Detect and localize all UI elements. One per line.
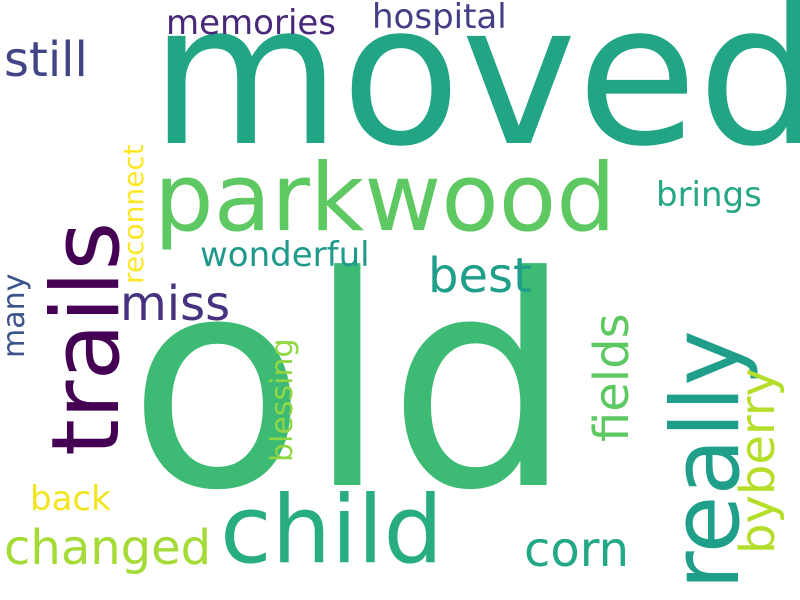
word-brings: brings	[656, 175, 762, 215]
word-best: best	[428, 248, 532, 304]
word-memories: memories	[166, 3, 337, 43]
word-many: many	[0, 273, 32, 358]
word-parkwood: parkwood	[154, 144, 616, 253]
word-changed: changed	[4, 520, 212, 576]
word-hospital: hospital	[372, 0, 507, 37]
word-corn: corn	[524, 522, 630, 578]
word-moved: moved	[150, 0, 800, 190]
word-reconnect: reconnect	[117, 144, 150, 284]
word-still: still	[4, 32, 88, 88]
word-old: old	[128, 214, 574, 554]
word-miss: miss	[120, 276, 231, 332]
word-child: child	[220, 476, 444, 585]
word-fields: fields	[584, 313, 640, 442]
word-wonderful: wonderful	[200, 235, 370, 275]
word-byberry: byberry	[730, 368, 786, 554]
word-blessing: blessing	[265, 338, 300, 463]
word-back: back	[30, 479, 111, 519]
